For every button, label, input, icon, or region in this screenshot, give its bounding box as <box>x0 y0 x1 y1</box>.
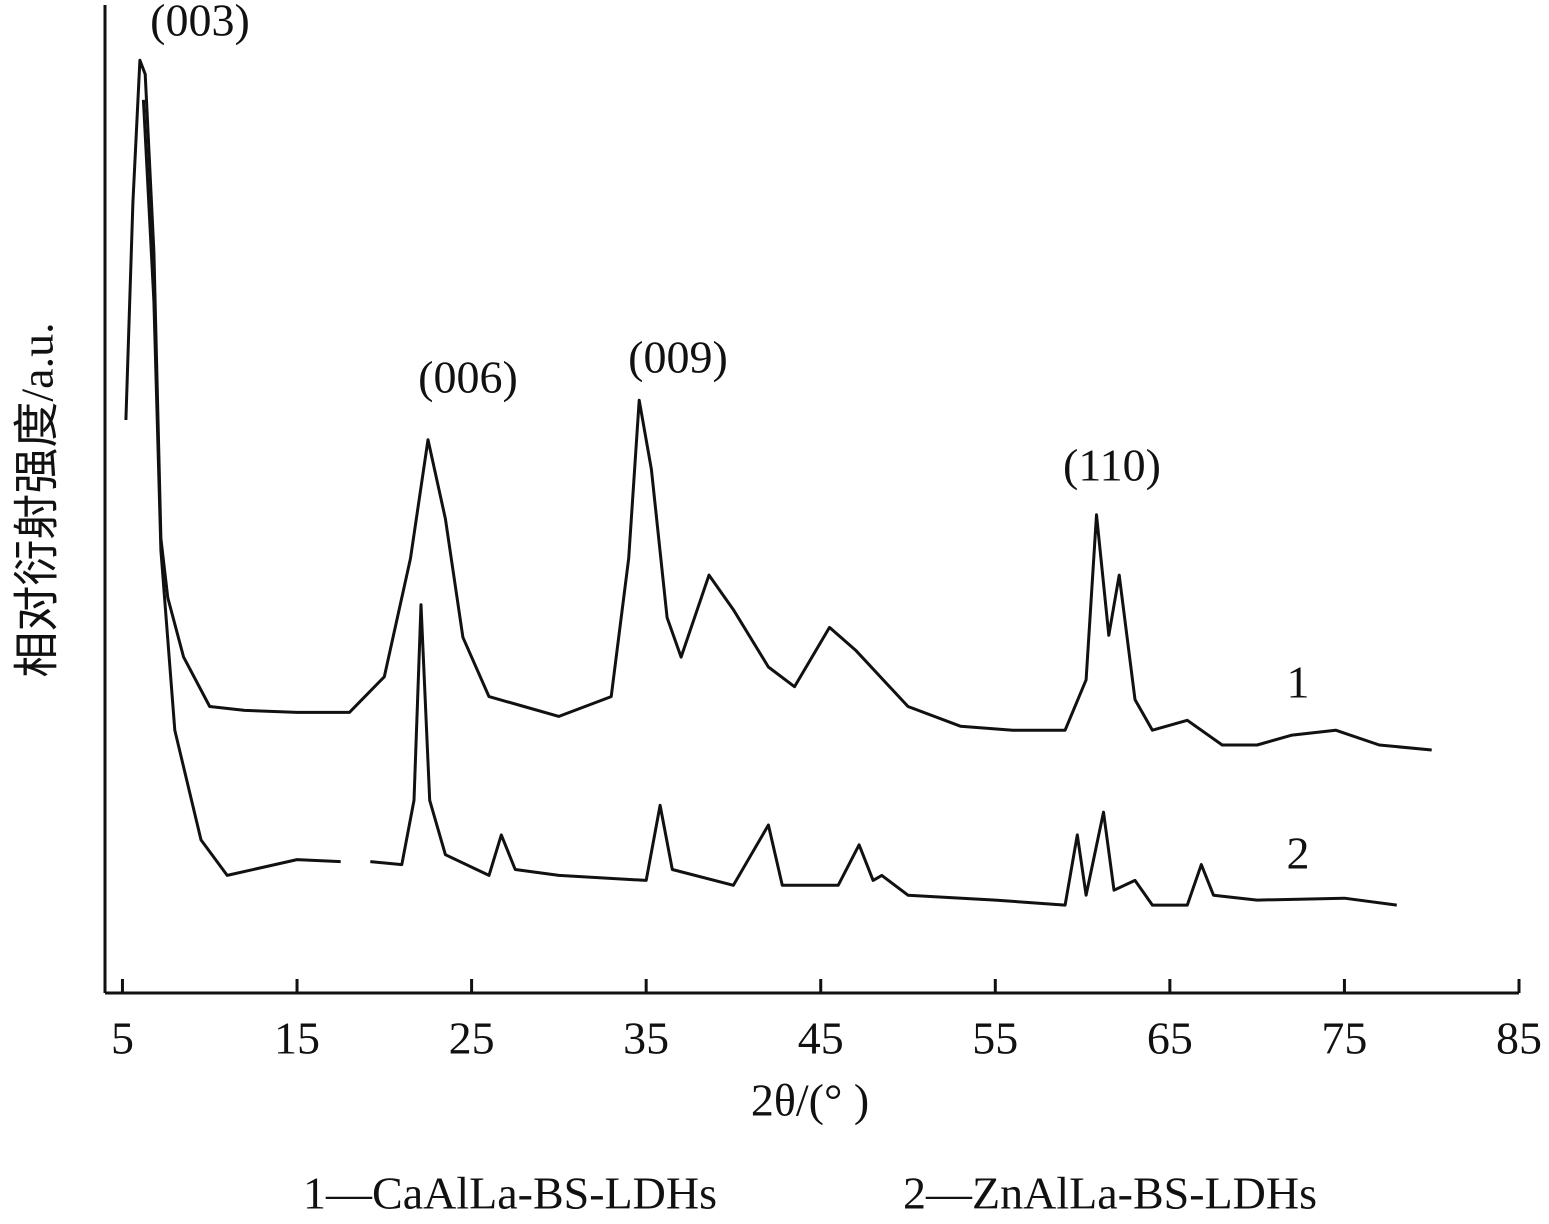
series-label: 2 <box>1287 828 1310 879</box>
peak-annotation: (006) <box>418 352 518 403</box>
y-axis-label: 相对衍射强度/a.u. <box>12 322 63 677</box>
x-tick-label: 65 <box>1147 1013 1193 1064</box>
series-label: 1 <box>1287 657 1310 708</box>
x-tick-label: 35 <box>623 1013 669 1064</box>
x-tick-label: 85 <box>1496 1013 1542 1064</box>
x-tick-label: 15 <box>274 1013 320 1064</box>
x-tick-label: 75 <box>1321 1013 1367 1064</box>
x-tick-label: 45 <box>798 1013 844 1064</box>
x-tick-label: 55 <box>972 1013 1018 1064</box>
data-line <box>124 58 1432 752</box>
peak-annotation: (110) <box>1063 440 1161 491</box>
legend-entry: 1—CaAlLa-BS-LDHs <box>303 1168 717 1219</box>
peak-annotation: (003) <box>150 0 250 46</box>
data-line <box>141 99 1397 907</box>
legend-entry: 2—ZnAlLa-BS-LDHs <box>903 1168 1317 1219</box>
x-tick-label: 25 <box>449 1013 495 1064</box>
x-axis-label: 2θ/(° ) <box>751 1075 869 1126</box>
x-tick-label: 5 <box>111 1013 134 1064</box>
peak-annotation: (009) <box>628 332 728 383</box>
